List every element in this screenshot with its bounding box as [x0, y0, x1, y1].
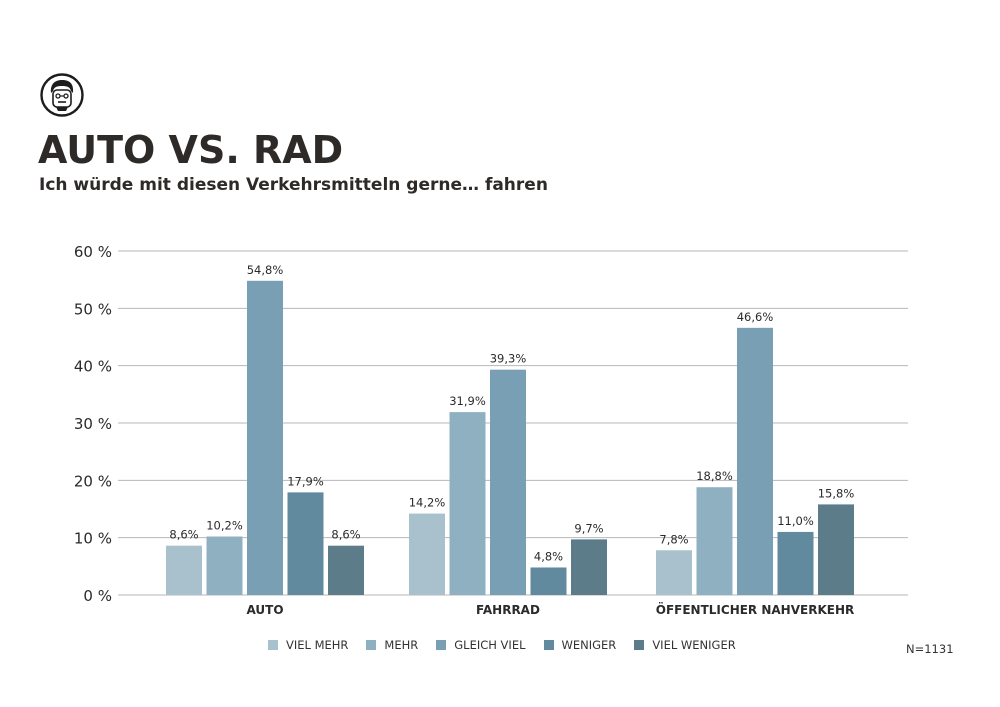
y-tick-label: 60 % [74, 243, 112, 261]
data-label: 11,0% [777, 514, 814, 528]
data-label: 7,8% [659, 532, 688, 546]
y-tick-label: 40 % [74, 358, 112, 376]
data-label: 31,9% [449, 394, 486, 408]
bar [656, 550, 692, 595]
data-label: 54,8% [247, 263, 284, 277]
face-mascot-icon [40, 73, 84, 117]
data-label: 18,8% [696, 469, 733, 483]
legend-swatch-viel-mehr [268, 640, 278, 650]
y-tick-label: 30 % [74, 415, 112, 433]
data-label: 4,8% [534, 549, 563, 563]
data-label: 46,6% [737, 310, 774, 324]
legend-item-gleich-viel: GLEICH VIEL [436, 638, 526, 652]
bar [449, 412, 486, 595]
legend-item-viel-mehr: VIEL MEHR [268, 638, 348, 652]
data-label: 15,8% [818, 486, 855, 500]
data-label: 39,3% [490, 352, 527, 366]
bar [247, 280, 283, 595]
bar [571, 539, 607, 595]
legend-item-viel-weniger: VIEL WENIGER [634, 638, 736, 652]
chart-legend: VIEL MEHR MEHR GLEICH VIEL WENIGER VIEL … [268, 638, 754, 652]
legend-label-mehr: MEHR [384, 638, 419, 652]
legend-swatch-weniger [543, 640, 554, 650]
y-tick-label: 20 % [74, 472, 112, 490]
legend-swatch-viel-weniger [634, 640, 645, 650]
category-label: FAHRRAD [476, 603, 540, 617]
chart-title: AUTO VS. RAD [38, 128, 344, 172]
bar [206, 536, 243, 595]
bar [530, 567, 567, 595]
legend-item-weniger: WENIGER [543, 638, 617, 652]
bar [696, 487, 733, 595]
legend-item-mehr: MEHR [366, 638, 418, 652]
legend-swatch-gleich-viel [436, 640, 447, 650]
bar [490, 369, 526, 595]
data-label: 9,7% [574, 521, 603, 535]
chart-subtitle: Ich würde mit diesen Verkehrsmitteln ger… [39, 175, 548, 195]
legend-label-viel-weniger: VIEL WENIGER [652, 638, 736, 652]
category-label: AUTO [246, 603, 283, 617]
bar [287, 492, 324, 595]
bar [328, 545, 364, 595]
sample-size-note: N=1131 [906, 642, 954, 656]
legend-label-viel-mehr: VIEL MEHR [286, 638, 349, 652]
legend-label-gleich-viel: GLEICH VIEL [454, 638, 526, 652]
data-label: 10,2% [206, 519, 243, 533]
legend-swatch-mehr [366, 640, 377, 650]
bar [777, 531, 814, 595]
data-label: 14,2% [409, 496, 446, 510]
bar [409, 513, 445, 595]
bar [166, 545, 202, 595]
y-tick-label: 10 % [74, 530, 112, 548]
y-tick-label: 0 % [83, 587, 112, 605]
y-tick-label: 50 % [74, 300, 112, 318]
data-label: 8,6% [169, 528, 198, 542]
bar [818, 504, 854, 595]
data-label: 8,6% [331, 528, 360, 542]
bar [737, 327, 773, 595]
category-label: ÖFFENTLICHER NAHVERKEHR [656, 602, 854, 617]
legend-label-weniger: WENIGER [561, 638, 617, 652]
data-label: 17,9% [287, 474, 324, 488]
